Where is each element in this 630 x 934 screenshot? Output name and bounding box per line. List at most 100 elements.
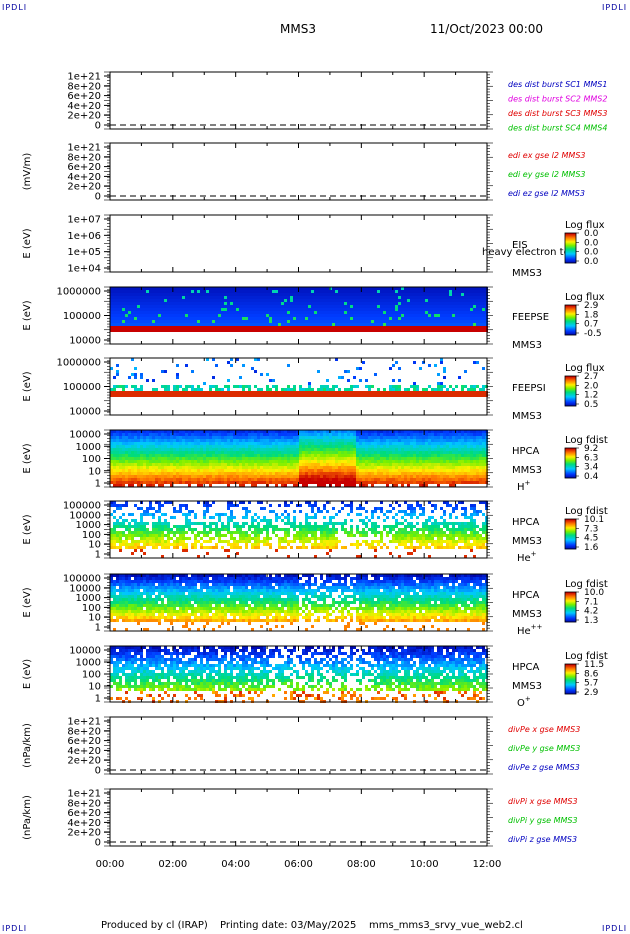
species-label: He+ xyxy=(517,550,537,564)
colorbar-tick-label: 2.9 xyxy=(584,301,599,311)
x-tick-label: 06:00 xyxy=(284,859,313,870)
legend-entry: edi ez gse l2 MMS3 xyxy=(508,189,585,198)
y-tick-label: 1000 xyxy=(76,593,101,604)
y-tick-label: 0 xyxy=(95,192,101,203)
spectrogram-image xyxy=(110,574,488,631)
panel-frame xyxy=(109,716,488,775)
colorbar-frame xyxy=(564,663,577,695)
y-tick-label: 1000000 xyxy=(56,358,101,369)
y-tick-label: 1 xyxy=(95,479,101,490)
page-title: MMS3 xyxy=(280,22,316,36)
panel-frame xyxy=(109,142,488,201)
panel-label: MMS3 xyxy=(512,465,542,476)
y-tick-label: 8e+20 xyxy=(67,726,101,737)
colorbar-tick-label: 1.8 xyxy=(584,310,599,320)
colorbar-tick-label: 1.6 xyxy=(584,543,599,553)
colorbar-tick-label: 0.0 xyxy=(584,248,599,258)
legend-entry: des dist burst SC1 MMS1 xyxy=(508,80,607,89)
corner-label-bl: IPDLI xyxy=(2,924,28,933)
colorbar-tick-label: 9.2 xyxy=(584,444,598,454)
panel-label: HPCA xyxy=(512,446,540,457)
colorbar-tick-label: 10.0 xyxy=(584,588,604,598)
colorbar xyxy=(565,448,576,479)
y-tick-label: 2e+20 xyxy=(67,182,101,193)
y-tick-label: 1e+04 xyxy=(67,264,101,275)
colorbar-tick-label: 0.0 xyxy=(584,257,599,267)
colorbar-frame xyxy=(564,447,577,479)
y-axis-label: E (eV) xyxy=(22,443,33,473)
y-tick-label: 1e+07 xyxy=(67,215,101,226)
y-tick-label: 10 xyxy=(88,540,101,551)
y-tick-label: 1000 xyxy=(76,520,101,531)
y-tick-label: 4e+20 xyxy=(67,746,101,757)
colorbar-tick-label: 10.1 xyxy=(584,515,604,525)
y-tick-label: 6e+20 xyxy=(67,91,101,102)
panel-label: MMS3 xyxy=(512,340,542,351)
y-axis-label: (nPa/km) xyxy=(22,795,33,840)
legend-entry: divPi x gse MMS3 xyxy=(508,797,578,806)
colorbar-title: Log fdist xyxy=(565,506,608,517)
y-axis-label: E (eV) xyxy=(22,659,33,689)
y-tick-label: 6e+20 xyxy=(67,736,101,747)
legend-entry: des dist burst SC2 MMS2 xyxy=(508,95,607,104)
y-tick-label: 100000 xyxy=(63,574,101,585)
legend-entry: divPe x gse MMS3 xyxy=(508,725,580,734)
corner-label-tl: IPDLI xyxy=(2,3,28,12)
colorbar-tick-label: 1.3 xyxy=(584,616,598,626)
colorbar-title: Log fdist xyxy=(565,579,608,590)
legend-entry: des dist burst SC4 MMS4 xyxy=(508,124,607,133)
y-tick-label: 10 xyxy=(88,613,101,624)
colorbar xyxy=(565,376,576,407)
colorbar-title: Log fdist xyxy=(565,651,608,662)
colorbar-tick-label: 0.0 xyxy=(584,238,599,248)
y-tick-label: 10000 xyxy=(69,336,101,347)
y-tick-label: 8e+20 xyxy=(67,798,101,809)
x-tick-label: 04:00 xyxy=(221,859,250,870)
y-tick-label: 1 xyxy=(95,550,101,561)
colorbar-tick-label: 4.2 xyxy=(584,607,598,617)
colorbar-tick-label: 0.4 xyxy=(584,472,599,482)
y-axis-label: E (eV) xyxy=(22,514,33,544)
colorbar-tick-label: 2.9 xyxy=(584,688,599,698)
legend-entry: divPi y gse MMS3 xyxy=(508,816,578,825)
colorbar-tick-label: 0.7 xyxy=(584,320,598,330)
y-tick-label: 2e+20 xyxy=(67,111,101,122)
panel-frame xyxy=(109,788,488,847)
colorbar-tick-label: 7.3 xyxy=(584,524,598,534)
y-tick-label: 100 xyxy=(82,603,101,614)
y-tick-label: 10 xyxy=(88,682,101,693)
x-tick-label: 08:00 xyxy=(347,859,376,870)
y-tick-label: 100000 xyxy=(63,501,101,512)
panel-label: MMS3 xyxy=(512,411,542,422)
y-tick-label: 100000 xyxy=(63,382,101,393)
overlay-label: heavy electron to xyxy=(482,247,570,258)
y-tick-label: 8e+20 xyxy=(67,81,101,92)
y-tick-label: 0 xyxy=(95,838,101,849)
colorbar-tick-label: 3.4 xyxy=(584,463,599,473)
panel-label: FEEPSI xyxy=(512,383,546,394)
colorbar-tick-label: -0.5 xyxy=(584,329,602,339)
colorbar xyxy=(565,305,576,336)
y-tick-label: 100 xyxy=(82,454,101,465)
y-axis-label: E (eV) xyxy=(22,228,33,258)
panel-label: HPCA xyxy=(512,590,540,601)
panel-label: MMS3 xyxy=(512,681,542,692)
y-tick-label: 6e+20 xyxy=(67,162,101,173)
colorbar-title: Log fdist xyxy=(565,435,608,446)
footer-produced-by: Produced by cl (IRAP) xyxy=(101,920,208,931)
legend-entry: divPe z gse MMS3 xyxy=(508,763,580,772)
y-tick-label: 1e+21 xyxy=(67,72,101,83)
colorbar-frame xyxy=(564,518,577,550)
species-label: H+ xyxy=(517,479,531,493)
y-tick-label: 1e+21 xyxy=(67,717,101,728)
y-tick-label: 100000 xyxy=(63,311,101,322)
colorbar-tick-label: 11.5 xyxy=(584,660,604,670)
y-tick-label: 1e+05 xyxy=(67,247,101,258)
y-tick-label: 100 xyxy=(82,670,101,681)
legend-entry: des dist burst SC3 MMS3 xyxy=(508,109,607,118)
y-tick-label: 10000 xyxy=(69,407,101,418)
legend-entry: divPe y gse MMS3 xyxy=(508,744,580,753)
spectrogram-image xyxy=(110,646,488,703)
y-axis-label: E (eV) xyxy=(22,587,33,617)
